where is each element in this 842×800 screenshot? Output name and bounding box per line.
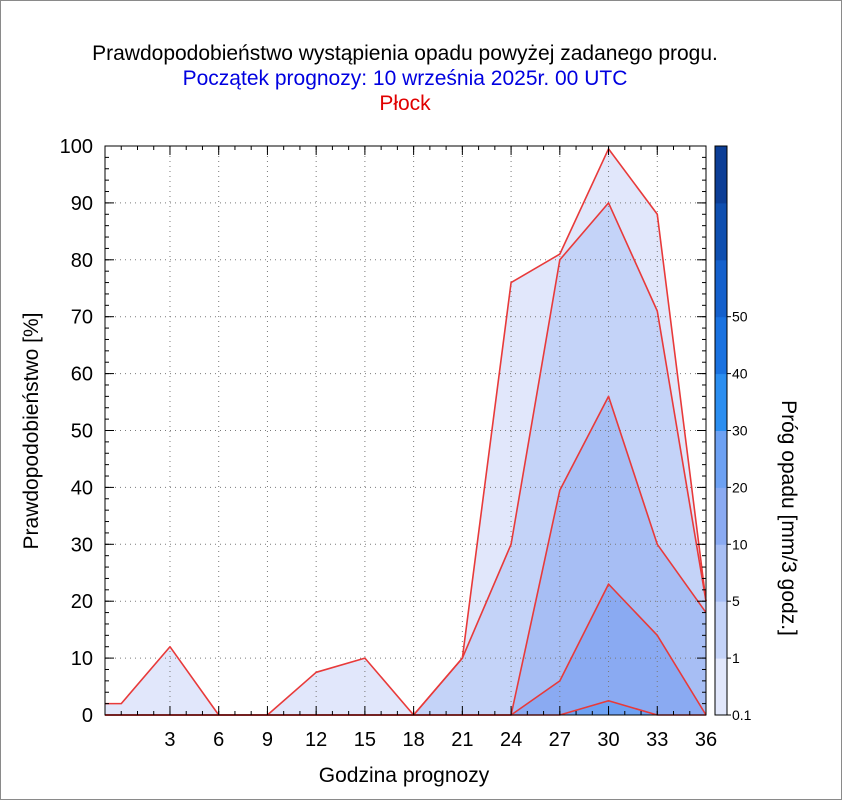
colorbar-segment bbox=[715, 259, 727, 318]
area-threshold-10 bbox=[105, 584, 706, 715]
y-tick-label: 100 bbox=[60, 136, 93, 158]
x-tick-label: 27 bbox=[549, 729, 571, 751]
colorbar-label: Próg opadu [mm/3 godz.] bbox=[777, 400, 800, 636]
colorbar-segment bbox=[715, 146, 727, 204]
colorbar-segment bbox=[715, 487, 727, 545]
y-tick-label: 90 bbox=[71, 193, 93, 215]
colorbar-segment bbox=[715, 430, 727, 488]
y-tick-label: 60 bbox=[71, 364, 93, 386]
y-tick-label: 50 bbox=[71, 421, 93, 443]
x-tick-label: 30 bbox=[597, 729, 619, 751]
colorbar-tick-label: 10 bbox=[732, 536, 748, 552]
colorbar-tick-label: 40 bbox=[732, 366, 748, 382]
colorbar-segment bbox=[715, 544, 727, 602]
colorbar-tick-label: 0.1 bbox=[732, 707, 752, 723]
x-tick-label: 12 bbox=[305, 729, 327, 751]
y-tick-label: 20 bbox=[71, 591, 93, 613]
y-tick-label: 70 bbox=[71, 307, 93, 329]
y-tick-label: 40 bbox=[71, 477, 93, 499]
y-axis-label: Prawdopodobieństwo [%] bbox=[20, 313, 43, 550]
y-tick-label: 80 bbox=[71, 250, 93, 272]
x-tick-label: 33 bbox=[646, 729, 668, 751]
x-tick-label: 21 bbox=[451, 729, 473, 751]
chart-title: Prawdopodobieństwo wystąpienia opadu pow… bbox=[92, 42, 718, 65]
colorbar-tick-label: 20 bbox=[732, 479, 748, 495]
colorbar: 0.1 1 5 10 20 30 40 50 bbox=[714, 145, 752, 723]
colorbar-segment bbox=[715, 601, 727, 659]
colorbar-tick-label: 30 bbox=[732, 423, 748, 439]
y-tick-label: 30 bbox=[71, 534, 93, 556]
colorbar-segment bbox=[715, 658, 727, 716]
series-line-0.1 bbox=[105, 148, 707, 716]
colorbar-tick-label: 1 bbox=[732, 650, 740, 666]
colorbar-tick-label: 50 bbox=[732, 309, 748, 325]
chart-subtitle: Początek prognozy: 10 września 2025r. 00… bbox=[182, 67, 628, 90]
x-tick-label: 9 bbox=[262, 729, 273, 751]
area-threshold-5 bbox=[105, 396, 706, 715]
x-tick-label: 15 bbox=[354, 729, 376, 751]
x-tick-label: 36 bbox=[695, 729, 717, 751]
colorbar-tick-label: 5 bbox=[732, 593, 740, 609]
x-axis-label: Godzina prognozy bbox=[319, 764, 490, 787]
y-tick-label: 10 bbox=[71, 648, 93, 670]
x-tick-label: 6 bbox=[213, 729, 224, 751]
x-tick-label: 18 bbox=[402, 729, 424, 751]
x-tick-label: 3 bbox=[164, 729, 175, 751]
colorbar-segment bbox=[715, 316, 727, 375]
axes: 3 6 9 12 15 18 21 24 27 30 33 360102030405060708090… bbox=[60, 136, 718, 751]
colorbar-segment bbox=[715, 202, 727, 261]
colorbar-segment bbox=[715, 373, 727, 431]
grid bbox=[105, 146, 707, 715]
x-tick-label: 24 bbox=[500, 729, 522, 751]
station-name: Płock bbox=[379, 92, 431, 115]
y-tick-label: 0 bbox=[82, 705, 93, 727]
